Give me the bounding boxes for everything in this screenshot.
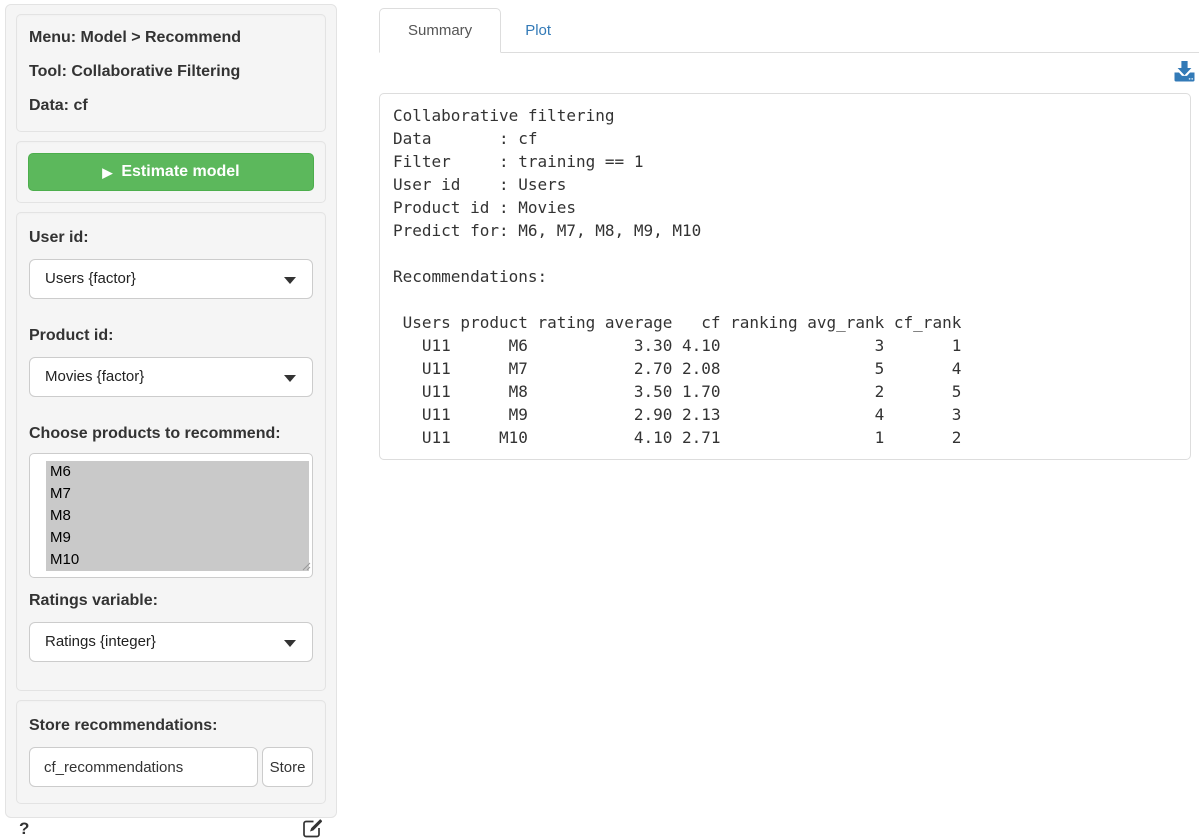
product-option[interactable]: M9 (46, 527, 309, 549)
edit-icon[interactable] (302, 818, 323, 839)
toolbar-row (379, 53, 1199, 93)
products-multiselect[interactable]: M6 M7 M8 M9 M10 (29, 453, 313, 578)
main-panel: Summary Plot Collaborative filtering Dat… (379, 0, 1199, 460)
product-id-value: Movies {factor} (45, 368, 145, 385)
tab-bar: Summary Plot (379, 0, 1199, 53)
estimate-model-button[interactable]: ▶ Estimate model (28, 153, 314, 191)
user-id-select[interactable]: Users {factor} (29, 259, 313, 299)
products-label: Choose products to recommend: (29, 425, 281, 442)
product-id-label: Product id: (29, 327, 114, 344)
model-options-panel: User id: Users {factor} Product id: Movi… (16, 212, 326, 691)
store-label: Store recommendations: (29, 717, 218, 734)
sidebar-footer: ? (16, 813, 326, 839)
summary-output-text: Collaborative filtering Data : cf Filter… (393, 106, 962, 447)
resize-grip-icon[interactable] (300, 558, 311, 576)
dataset-name: Data: cf (29, 97, 88, 114)
product-option[interactable]: M7 (46, 483, 309, 505)
product-option[interactable]: M6 (46, 461, 309, 483)
caret-down-icon (284, 640, 296, 647)
play-icon: ▶ (102, 164, 113, 180)
store-panel: Store recommendations: Store (16, 700, 326, 804)
user-id-value: Users {factor} (45, 270, 136, 287)
caret-down-icon (284, 375, 296, 382)
ratings-label: Ratings variable: (29, 592, 158, 609)
help-icon[interactable]: ? (19, 818, 30, 838)
caret-down-icon (284, 277, 296, 284)
product-id-select[interactable]: Movies {factor} (29, 357, 313, 397)
sidebar: Menu: Model > Recommend Tool: Collaborat… (5, 4, 337, 838)
product-option[interactable]: M8 (46, 505, 309, 527)
estimate-panel: ▶ Estimate model (16, 141, 326, 203)
summary-output-box: Collaborative filtering Data : cf Filter… (379, 93, 1191, 460)
ratings-select[interactable]: Ratings {integer} (29, 622, 313, 662)
model-info-panel: Menu: Model > Recommend Tool: Collaborat… (16, 14, 326, 132)
menu-breadcrumb: Menu: Model > Recommend (29, 29, 242, 46)
tab-summary[interactable]: Summary (379, 8, 502, 53)
product-option[interactable]: M10 (46, 549, 309, 571)
tool-name: Tool: Collaborative Filtering (29, 63, 241, 80)
user-id-label: User id: (29, 229, 89, 246)
store-name-input[interactable] (29, 747, 258, 787)
tab-plot[interactable]: Plot (525, 22, 552, 39)
estimate-model-label: Estimate model (121, 163, 240, 180)
download-icon[interactable] (1174, 60, 1195, 89)
ratings-value: Ratings {integer} (45, 633, 156, 650)
store-button[interactable]: Store (262, 747, 313, 787)
